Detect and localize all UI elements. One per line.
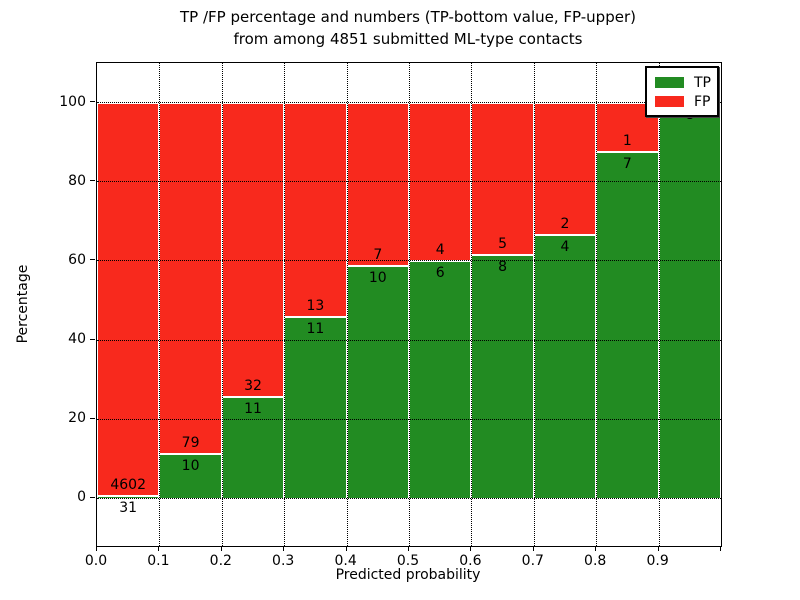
y-tick-label-80: 80 (68, 172, 86, 189)
y-tick-20 (90, 417, 95, 419)
bar-segment-fp-4 (346, 102, 409, 266)
fp-count-label-8: 1 (622, 133, 632, 150)
x-tick-label-0.1: 0.1 (147, 553, 170, 569)
legend-label-tp: TP (694, 74, 711, 91)
chart-title-line2: from among 4851 submitted ML-type contac… (233, 30, 583, 48)
tp-count-label-6: 8 (498, 258, 508, 275)
bar-segment-tp-6 (471, 254, 534, 499)
y-tick-label-0: 0 (77, 489, 86, 506)
fp-count-label-7: 2 (560, 215, 570, 232)
bar-segment-fp-2 (221, 102, 285, 398)
fp-count-label-0: 4602 (110, 476, 147, 493)
y-tick-100 (90, 101, 95, 103)
tp-color-swatch (655, 77, 684, 88)
x-tick-8 (595, 546, 597, 551)
v-gridline-0.9 (658, 63, 660, 546)
x-tick-1 (158, 546, 160, 551)
bar-segment-fp-0 (97, 102, 160, 496)
legend-label-fp: FP (694, 93, 711, 110)
v-gridline-0.5 (409, 63, 410, 546)
chart-title-line1: TP /FP percentage and numbers (TP-bottom… (180, 8, 636, 26)
bar-segment-tp-7 (533, 234, 597, 499)
fp-count-label-5: 4 (435, 241, 445, 258)
bar-segment-tp-4 (346, 265, 409, 499)
x-tick-7 (532, 546, 534, 551)
x-tick-label-0.5: 0.5 (396, 553, 420, 569)
fp-count-label-2: 32 (244, 378, 262, 395)
fp-count-label-3: 13 (306, 298, 325, 315)
tp-count-label-3: 11 (306, 321, 325, 338)
tp-count-label-7: 4 (560, 238, 570, 255)
tp-count-label-2: 11 (244, 401, 262, 418)
x-tick-9 (657, 546, 659, 551)
x-tick-label-0.9: 0.9 (646, 553, 669, 569)
legend-item-fp: FP (647, 92, 717, 111)
v-gridline-0.7 (533, 63, 535, 546)
y-tick-label-40: 40 (68, 331, 86, 348)
x-axis-label: Predicted probability (335, 567, 481, 583)
y-tick-60 (90, 259, 95, 261)
y-tick-label-60: 60 (68, 251, 86, 268)
plot-area: 460231791032111311710465824178 (96, 62, 722, 547)
x-tick-label-0.3: 0.3 (272, 553, 295, 569)
bar-segment-fp-6 (471, 102, 534, 255)
fp-color-swatch (655, 96, 684, 107)
y-tick-label-100: 100 (59, 93, 86, 110)
bar-segment-tp-1 (159, 454, 222, 499)
y-tick-80 (90, 180, 95, 182)
x-tick-10 (720, 546, 721, 551)
x-tick-3 (283, 546, 285, 551)
v-gridline-0.4 (346, 63, 348, 546)
fp-count-label-4: 7 (373, 246, 383, 263)
x-tick-label-0.7: 0.7 (521, 553, 544, 569)
y-tick-0 (90, 496, 95, 498)
bar-segment-tp-9 (658, 102, 721, 499)
y-tick-40 (90, 338, 95, 340)
chart-title: TP /FP percentage and numbers (TP-bottom… (0, 6, 800, 50)
v-gridline-0.1 (159, 63, 161, 546)
v-gridline-0.6 (471, 63, 473, 546)
tp-count-label-5: 6 (435, 264, 445, 281)
x-tick-4 (345, 546, 347, 551)
x-tick-0 (96, 546, 97, 551)
tp-count-label-1: 10 (181, 457, 200, 474)
x-tick-5 (408, 546, 409, 551)
bar-segment-fp-7 (533, 102, 597, 235)
legend: TP FP (645, 66, 719, 117)
bar-segment-fp-1 (159, 102, 222, 454)
tp-count-label-0: 31 (119, 499, 138, 516)
fp-count-label-6: 5 (498, 235, 508, 252)
bar-segment-tp-8 (596, 152, 659, 499)
x-tick-label-0.6: 0.6 (459, 553, 482, 569)
v-gridline-0.8 (596, 63, 598, 546)
x-tick-label-0.0: 0.0 (84, 553, 108, 569)
legend-item-tp: TP (647, 73, 717, 92)
bar-segment-tp-3 (284, 317, 347, 499)
bar-segment-tp-5 (409, 260, 472, 499)
v-gridline-0.3 (284, 63, 286, 546)
fp-count-label-1: 79 (181, 435, 200, 451)
tp-count-label-4: 10 (368, 269, 387, 286)
x-tick-2 (220, 546, 222, 551)
tp-count-label-8: 7 (622, 156, 632, 173)
y-tick-label-20: 20 (68, 410, 86, 427)
x-tick-label-0.2: 0.2 (209, 553, 232, 569)
v-gridline-0.2 (221, 63, 223, 546)
x-tick-6 (470, 546, 472, 551)
x-tick-label-0.4: 0.4 (334, 553, 357, 569)
x-tick-label-0.8: 0.8 (584, 553, 607, 569)
bar-segment-fp-3 (284, 102, 347, 318)
y-axis-label: Percentage (15, 264, 31, 344)
